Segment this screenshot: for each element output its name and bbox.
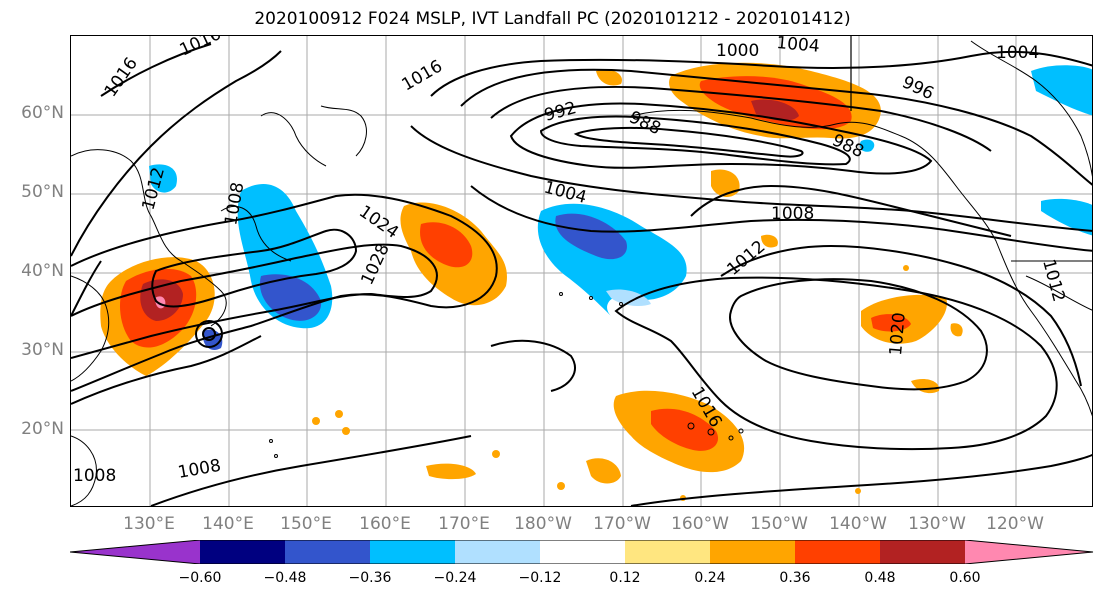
colorbar-segment — [370, 540, 455, 564]
colorbar-outline — [70, 540, 1094, 564]
contour-label: 1004 — [996, 43, 1039, 63]
mslp-contours — [71, 43, 1092, 506]
contour-label: 1020 — [886, 312, 910, 357]
lon-label-120w: 120°W — [986, 514, 1044, 534]
contour-label: 992 — [542, 98, 579, 126]
lon-label-140e: 140°E — [202, 514, 254, 534]
colorbar-tick-label: 0.48 — [864, 570, 896, 586]
lon-label-140w: 140°W — [829, 514, 887, 534]
ivt-positive-regions — [100, 62, 963, 501]
lat-label-20n: 20°N — [21, 419, 64, 439]
contour-label: 1016 — [101, 54, 142, 101]
lon-label-150e: 150°E — [280, 514, 332, 534]
colorbar-segment — [710, 540, 795, 564]
contour-label: 1008 — [73, 466, 116, 486]
colorbar-segment — [795, 540, 880, 564]
contour-label: 1012 — [1038, 257, 1069, 304]
ivt-negative-regions — [149, 65, 1092, 351]
lat-label-30n: 30°N — [21, 340, 64, 360]
contour-label: 1004 — [776, 36, 821, 57]
colorbar-segment — [540, 540, 625, 564]
colorbar-tick-label: 0.12 — [609, 570, 641, 586]
lon-label-160e: 160°E — [359, 514, 411, 534]
contour-label: 1008 — [771, 204, 814, 224]
lon-label-160w: 160°W — [671, 514, 729, 534]
colorbar-segment — [455, 540, 540, 564]
lon-label-170w: 170°W — [593, 514, 651, 534]
lon-label-180w: 180°W — [514, 514, 572, 534]
lon-label-150w: 150°W — [750, 514, 808, 534]
colorbar-over-segment — [965, 540, 1093, 564]
lon-label-170e: 170°E — [438, 514, 490, 534]
lon-label-130w: 130°W — [908, 514, 966, 534]
contour-label: 1016 — [177, 36, 225, 61]
map-panel: 1016 1016 1016 1016 1012 1008 1008 1004 … — [70, 35, 1093, 507]
colorbar-segment — [285, 540, 370, 564]
colorbar-segment — [200, 540, 285, 564]
colorbar-tick-label: 0.24 — [694, 570, 726, 586]
contour-label: 1008 — [176, 456, 222, 483]
contour-label: 1004 — [542, 178, 589, 209]
colorbar-tick-label: −0.24 — [433, 570, 477, 586]
plot-title: 2020100912 F024 MSLP, IVT Landfall PC (2… — [254, 9, 851, 29]
map-canvas: 1016 1016 1016 1016 1012 1008 1008 1004 … — [71, 36, 1092, 506]
colorbar-segment — [880, 540, 965, 564]
colorbar-tick-label: 0.36 — [779, 570, 811, 586]
colorbar-segment — [625, 540, 710, 564]
colorbar-tick-label: −0.48 — [263, 570, 307, 586]
lon-label-130e: 130°E — [123, 514, 175, 534]
colorbar-tick-label: 0.60 — [949, 570, 981, 586]
contour-label: 988 — [626, 107, 664, 139]
contour-label: 1024 — [355, 202, 402, 243]
contour-label: 1028 — [357, 240, 393, 288]
colorbar-under-segment — [70, 540, 200, 564]
lat-label-60n: 60°N — [21, 103, 64, 123]
colorbar-tick-label: −0.36 — [348, 570, 392, 586]
colorbar — [70, 540, 1094, 564]
coastlines — [71, 36, 1092, 506]
contour-label: 1000 — [716, 41, 759, 61]
colorbar-tick-label: −0.12 — [518, 570, 562, 586]
lat-label-40n: 40°N — [21, 261, 64, 281]
lat-label-50n: 50°N — [21, 182, 64, 202]
colorbar-tick-label: −0.60 — [178, 570, 222, 586]
